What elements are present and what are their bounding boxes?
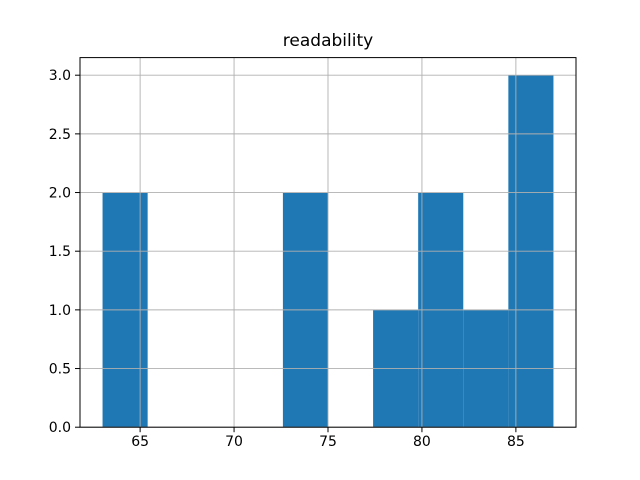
y-axis-tick-label: 2.5 [49, 127, 71, 143]
y-axis-tick-label: 0.0 [49, 420, 71, 436]
x-axis-tick-label: 80 [413, 434, 431, 450]
x-axis-tick-label: 85 [507, 434, 525, 450]
x-axis-tick-label: 70 [225, 434, 243, 450]
y-axis-tick-label: 3.0 [49, 68, 71, 84]
x-axis-tick-label: 75 [319, 434, 337, 450]
y-axis-tick-label: 0.5 [49, 362, 71, 378]
x-axis-tick-label: 65 [131, 434, 149, 450]
y-axis-tick-label: 1.5 [49, 244, 71, 260]
y-axis-tick-label: 1.0 [49, 303, 71, 319]
y-axis-tick-label: 2.0 [49, 186, 71, 202]
chart-title: readability [282, 31, 374, 51]
